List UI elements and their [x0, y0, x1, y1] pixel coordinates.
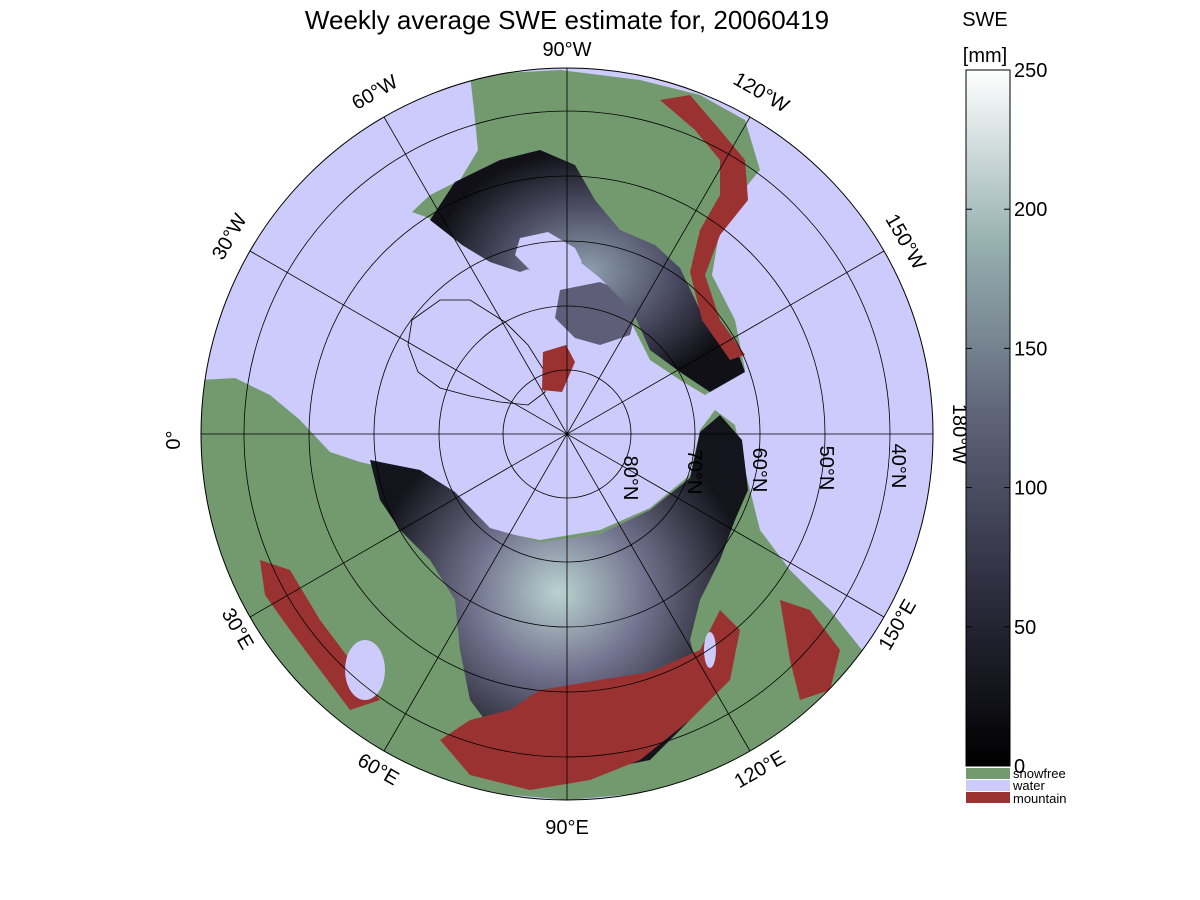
lon-label-180w: 180°W	[948, 404, 970, 464]
colorbar-tick-label: 200	[1014, 199, 1047, 221]
lon-label-30w: 30°W	[208, 210, 252, 264]
map-boundary	[200, 67, 934, 801]
map-title: Weekly average SWE estimate for, 2006041…	[304, 5, 830, 35]
lon-label-90e: 90°E	[545, 817, 589, 839]
lon-label-120w: 120°W	[729, 68, 792, 117]
colorbar-tick-label: 0	[1014, 756, 1025, 778]
east-asia-mountains	[780, 600, 840, 700]
colorbar-ticks: 0 50 100 150 200 250	[966, 60, 1047, 778]
lat-label-60: 60°N	[748, 448, 770, 493]
hudson-bay	[515, 232, 582, 270]
lon-label-60w: 60°W	[348, 71, 402, 115]
legend-label-snowfree: snowfree	[1013, 766, 1066, 781]
meridian-150	[249, 250, 885, 618]
central-asia-mountains	[440, 610, 740, 790]
lat-label-70: 70°N	[683, 450, 705, 495]
colorbar-tick-label: 150	[1014, 338, 1047, 360]
rocky-mountains	[660, 95, 748, 360]
lat-label-50: 50°N	[815, 446, 837, 491]
legend-label-mountain: mountain	[1013, 791, 1066, 806]
lat-label-80: 80°N	[619, 456, 641, 501]
legend-swatch-mountain	[966, 792, 1010, 803]
colorbar-tick-label: 100	[1014, 478, 1047, 500]
swe-north-america	[430, 150, 745, 392]
legend-swatch-snowfree	[966, 768, 1010, 779]
latitude-labels: 80°N 70°N 60°N 50°N 40°N	[619, 444, 909, 501]
greenland	[407, 299, 546, 406]
caspian-sea	[345, 640, 385, 700]
category-legend: snowfree water mountain	[966, 766, 1066, 806]
colorbar-label-line1: SWE	[962, 9, 1008, 31]
lon-label-0: 0°	[163, 430, 185, 449]
lon-label-90w: 90°W	[542, 39, 591, 61]
lat-label-40: 40°N	[887, 444, 909, 489]
colorbar-gradient	[965, 69, 1011, 767]
graticule	[201, 68, 933, 800]
colorbar-tick-label: 250	[1014, 60, 1047, 82]
colorbar-label-line2: [mm]	[963, 45, 1007, 67]
arctic-islands	[555, 282, 640, 345]
colorbar: SWE [mm] 0 50 100 150 200 250	[962, 9, 1047, 778]
colorbar-tick-label: 50	[1014, 617, 1036, 639]
legend-label-water: water	[1012, 778, 1045, 793]
legend-swatch-water	[966, 780, 1010, 791]
lake-baikal	[704, 632, 716, 668]
